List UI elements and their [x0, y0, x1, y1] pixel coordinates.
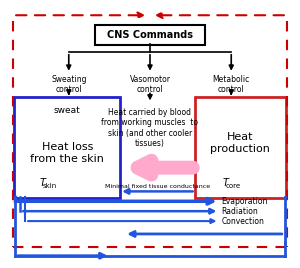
FancyBboxPatch shape: [94, 25, 206, 45]
Text: Heat carried by blood
from working muscles  to
skin (and other cooler
tissues): Heat carried by blood from working muscl…: [101, 108, 199, 148]
Text: Evaporation: Evaporation: [221, 197, 268, 206]
Text: sweat: sweat: [54, 106, 81, 115]
FancyBboxPatch shape: [195, 97, 286, 198]
Text: Minimal fixed tissue conductance: Minimal fixed tissue conductance: [105, 184, 210, 189]
Text: Convection: Convection: [221, 217, 264, 226]
Text: Heat loss
from the skin: Heat loss from the skin: [30, 142, 104, 163]
Text: Vasomotor
control: Vasomotor control: [130, 75, 170, 94]
FancyBboxPatch shape: [14, 97, 120, 198]
Text: Heat
production: Heat production: [210, 132, 270, 154]
Text: CNS Commands: CNS Commands: [107, 30, 193, 40]
Text: Sweating
control: Sweating control: [51, 75, 86, 94]
Text: Metabolic
control: Metabolic control: [213, 75, 250, 94]
Text: T: T: [40, 178, 46, 188]
Text: T: T: [222, 178, 228, 188]
Text: Radiation: Radiation: [221, 207, 258, 216]
Text: core: core: [226, 184, 241, 189]
Text: skin: skin: [43, 184, 57, 189]
